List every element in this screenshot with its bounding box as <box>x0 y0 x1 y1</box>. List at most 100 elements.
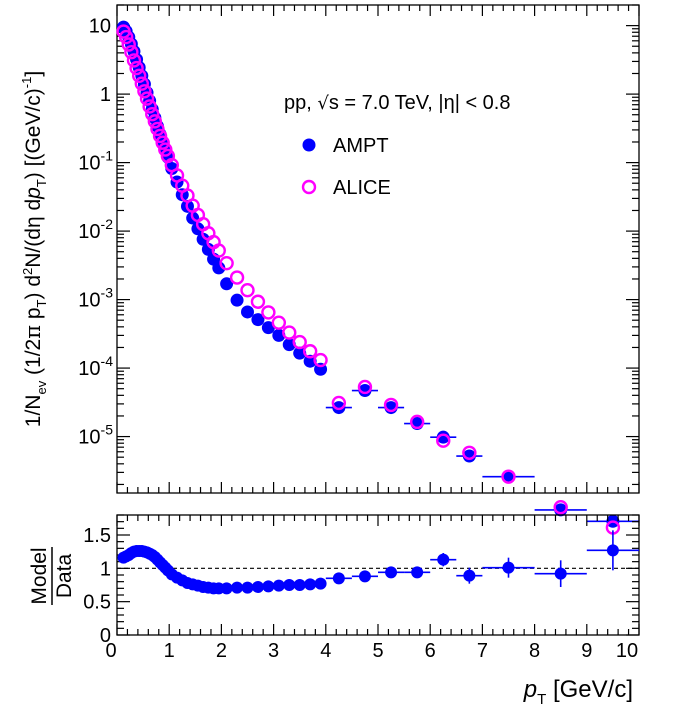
ampt-data-point <box>241 305 254 319</box>
ratio-data-point <box>231 581 244 594</box>
alice-data-point <box>219 255 234 271</box>
ratio-data-point <box>385 566 398 579</box>
legend-ampt-marker <box>302 138 316 152</box>
ratio-y-title-denominator: Data <box>53 554 76 599</box>
alice-data-point <box>145 106 160 122</box>
alice-data-point <box>409 414 425 430</box>
spectrum-data-points <box>116 20 639 535</box>
alice-data-point <box>313 352 328 368</box>
x-tick-label: 10 <box>616 640 638 662</box>
alice-data-point <box>282 325 297 340</box>
ratio-data-point <box>283 579 296 591</box>
x-tick-label: 1 <box>164 640 175 662</box>
ratio-data-point <box>332 572 345 585</box>
spectrum-y-tick-labels: 10-5 10-4 10-3 10-2 10-1 1 10 <box>78 16 113 449</box>
ratio-y-title-numerator: Model <box>28 547 51 604</box>
alice-data-point <box>152 128 168 144</box>
alice-data-point <box>462 445 477 460</box>
alice-data-point <box>142 99 157 114</box>
y-tick-label: 10-3 <box>78 285 113 312</box>
ratio-y-tick-label: 1.5 <box>83 525 111 547</box>
alice-data-point <box>121 37 136 52</box>
alice-data-point <box>150 121 165 137</box>
ratio-data-point <box>606 544 619 557</box>
spectrum-plot-frame <box>116 4 640 494</box>
ratio-data-point <box>437 553 450 566</box>
y-tick-label: 10 <box>89 16 111 38</box>
ratio-data-points <box>117 530 639 595</box>
ampt-data-point <box>165 162 179 176</box>
x-tick-label: 3 <box>268 640 279 662</box>
ampt-data-point <box>272 328 286 342</box>
ampt-data-point <box>436 430 450 444</box>
ratio-data-point <box>554 567 567 580</box>
x-tick-label: 9 <box>581 640 592 662</box>
x-tick-label: 8 <box>529 640 540 662</box>
ampt-data-point <box>230 293 244 307</box>
alice-data-point <box>271 315 287 330</box>
alice-data-point <box>134 76 149 91</box>
x-tick-label: 5 <box>372 640 383 662</box>
alice-data-point <box>250 294 266 309</box>
alice-data-point <box>292 334 307 350</box>
ampt-data-point <box>462 449 476 463</box>
alice-data-point <box>302 344 318 359</box>
ratio-data-point <box>262 580 275 593</box>
ampt-data-point <box>201 242 215 256</box>
x-tick-label: 2 <box>216 640 227 662</box>
alice-data-point <box>261 305 276 320</box>
x-axis-title: pT [GeV/c] <box>523 676 633 708</box>
ratio-data-point <box>463 569 476 582</box>
alice-data-point <box>155 135 170 150</box>
alice-data-point <box>331 395 347 411</box>
alice-data-point <box>357 379 373 395</box>
ratio-data-point <box>251 581 264 593</box>
ratio-axis-ticks <box>116 514 640 636</box>
ratio-data-point <box>304 578 317 591</box>
spectrum-axis-ticks <box>116 4 640 493</box>
alice-data-point <box>158 142 173 157</box>
y-tick-label: 10-1 <box>78 148 113 175</box>
ampt-data-point <box>282 338 296 352</box>
ratio-y-tick-label: 0 <box>100 625 111 647</box>
legend-title: pp, √s = 7.0 TeV, |η| < 0.8 <box>284 92 510 114</box>
alice-data-point <box>147 114 163 129</box>
ampt-data-point <box>303 354 317 368</box>
ratio-data-point <box>411 566 424 579</box>
y-tick-label: 10-2 <box>78 216 113 243</box>
alice-data-point <box>501 469 516 484</box>
alice-data-point <box>211 243 226 258</box>
ratio-x-tick-labels: 0 1 2 3 4 5 6 7 8 9 10 <box>105 640 638 662</box>
alice-data-point <box>553 500 568 515</box>
ratio-data-point <box>272 579 285 592</box>
x-tick-label: 6 <box>425 640 436 662</box>
alice-data-point <box>118 29 134 45</box>
alice-data-point <box>436 433 451 448</box>
alice-data-point <box>126 53 142 68</box>
ampt-data-point <box>358 384 372 398</box>
ratio-panel: 0 0.5 1 1.5 0 1 2 3 4 5 6 7 8 9 10 Model Data pT [GeV… <box>28 514 640 708</box>
ampt-data-point <box>220 277 234 291</box>
ratio-y-tick-label: 1 <box>100 558 111 580</box>
ampt-data-point <box>502 470 515 484</box>
x-tick-label: 7 <box>477 640 488 662</box>
alice-data-point <box>129 60 144 76</box>
ratio-y-axis-title: Model Data <box>28 547 76 605</box>
alice-data-point <box>240 283 255 298</box>
ratio-data-point <box>314 577 327 590</box>
x-tick-label: 4 <box>320 640 331 662</box>
y-tick-label: 10-4 <box>78 353 113 380</box>
ratio-data-point <box>293 579 306 591</box>
alice-data-point <box>131 68 147 84</box>
spectrum-panel: 10-5 10-4 10-3 10-2 10-1 1 10 1/Nev (1/2π pT) … <box>19 4 640 535</box>
legend-alice-label: ALICE <box>333 177 391 199</box>
ampt-data-point <box>251 313 265 327</box>
ratio-y-tick-label: 0.5 <box>83 592 111 614</box>
ratio-y-tick-labels: 0 0.5 1 1.5 <box>83 525 111 647</box>
alice-data-point <box>229 270 245 285</box>
ampt-data-point <box>293 346 307 360</box>
ratio-data-point <box>358 570 371 583</box>
alice-data-point <box>383 397 399 413</box>
y-tick-label: 1 <box>100 84 111 106</box>
